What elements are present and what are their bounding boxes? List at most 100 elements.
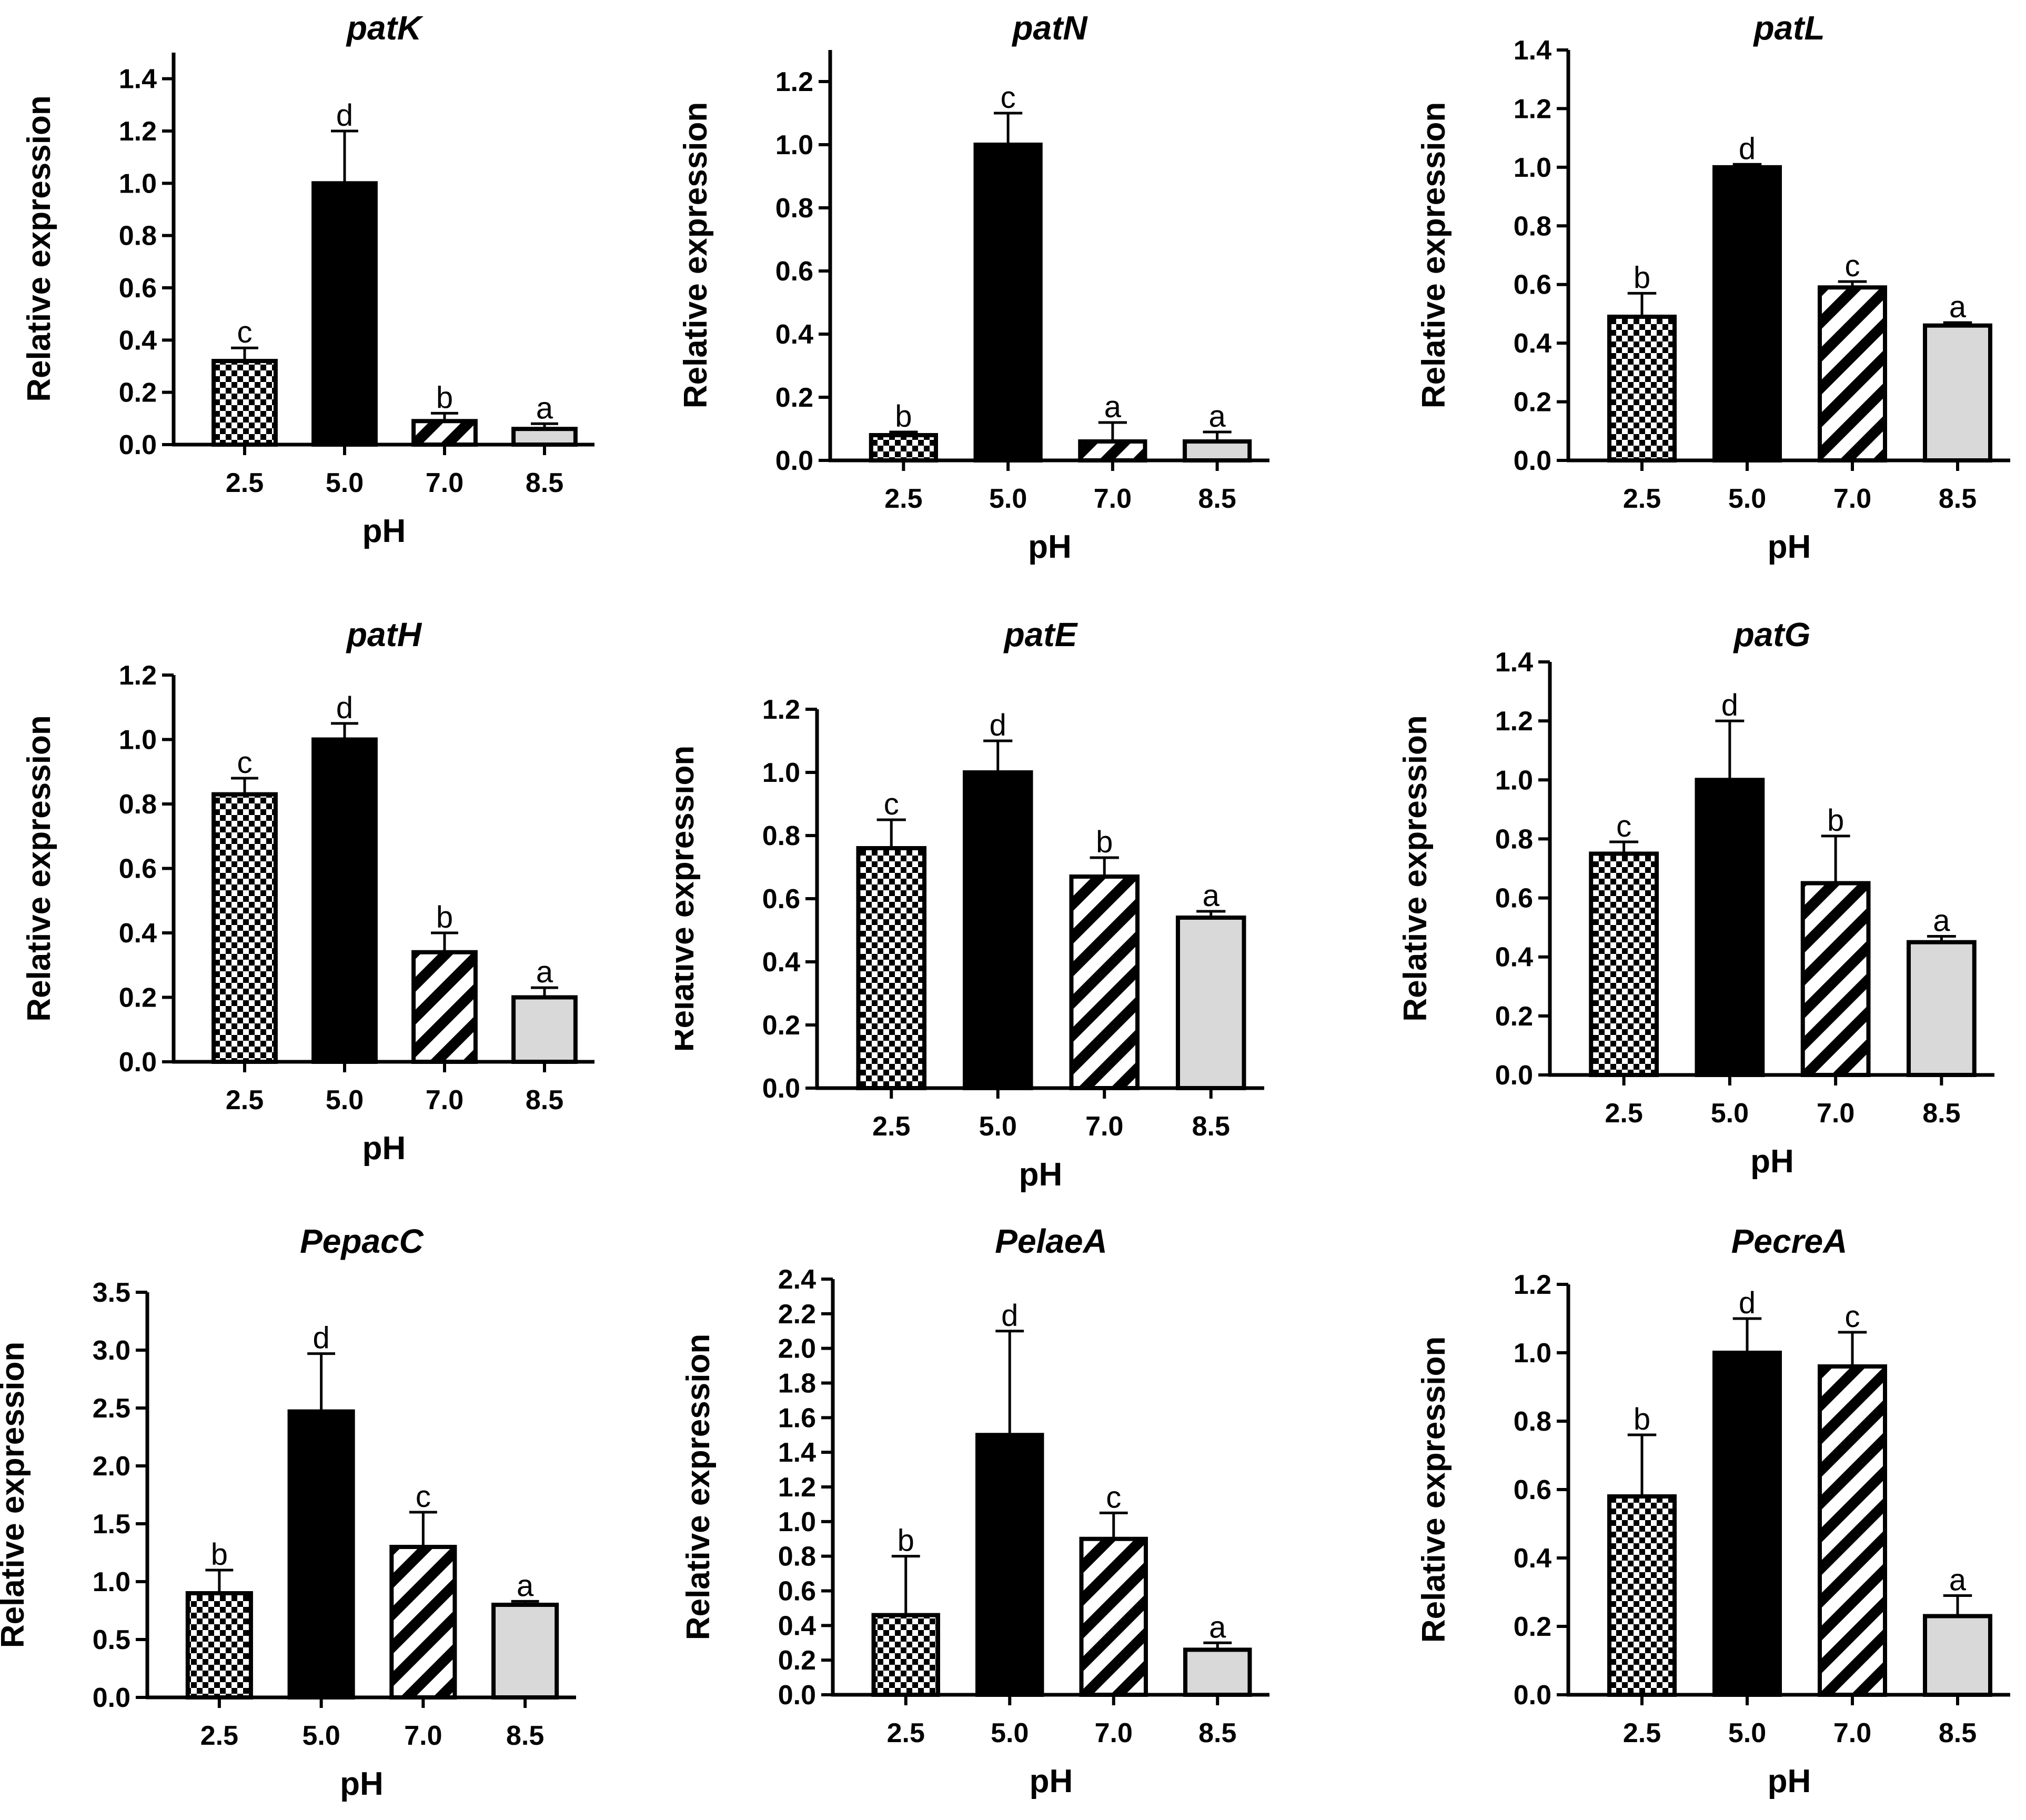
y-axis-label: Relative expression bbox=[678, 102, 714, 408]
y-tick-label: 0.2 bbox=[1514, 387, 1551, 418]
significance-letter: d bbox=[1001, 1299, 1018, 1333]
chart-patH: patH 0.0 0.2 0.4 0.6 0.8 1.0 1.2 Relative expres… bbox=[21, 616, 594, 1167]
y-tick-label: 0.2 bbox=[1495, 1001, 1533, 1032]
x-tick-label: 5.0 bbox=[302, 1721, 340, 1751]
y-tick-label: 0.8 bbox=[119, 221, 157, 252]
bar-patL-ph-8.5 bbox=[1923, 323, 1992, 462]
x-axis-label: pH bbox=[1028, 529, 1072, 565]
bar-patL-ph-5.0 bbox=[1712, 165, 1782, 463]
y-tick-label: 0.0 bbox=[119, 430, 157, 460]
bar-patL-ph-2.5 bbox=[1607, 315, 1677, 462]
bar-patE-ph-7.0 bbox=[1069, 874, 1140, 1090]
chart-patL: patL 0.0 0.2 0.4 0.6 0.8 1.0 1.2 1.4 Relative exp… bbox=[1416, 9, 2010, 565]
y-tick-label: 0.2 bbox=[775, 383, 813, 413]
x-axis-label: pH bbox=[1768, 1763, 1811, 1799]
y-tick-label: 1.0 bbox=[775, 130, 813, 160]
y-tick-label: 0.0 bbox=[1514, 1680, 1551, 1711]
y-tick-label: 1.4 bbox=[1495, 647, 1533, 678]
bar-patN-ph-8.5 bbox=[1183, 439, 1252, 462]
bar-patK-ph-7.0 bbox=[411, 419, 478, 447]
chart-patG: patG 0.0 0.2 0.4 0.6 0.8 1.0 1.2 1.4 Relative exp… bbox=[1397, 616, 1994, 1180]
significance-letter: b bbox=[1827, 803, 1844, 838]
x-tick-label: 8.5 bbox=[1198, 484, 1236, 514]
y-tick-label: 0.8 bbox=[778, 1542, 816, 1572]
significance-letter: d bbox=[1739, 132, 1756, 166]
bar-patL-ph-7.0 bbox=[1818, 285, 1887, 462]
significance-letter: a bbox=[536, 955, 553, 989]
significance-letter: c bbox=[1106, 1480, 1121, 1514]
significance-letter: b bbox=[436, 900, 453, 934]
y-tick-label: 1.2 bbox=[1514, 1270, 1551, 1300]
significance-letter: c bbox=[1616, 809, 1631, 843]
significance-letter: b bbox=[1634, 260, 1650, 295]
y-tick-label: 0.2 bbox=[778, 1645, 816, 1676]
bar-patH-ph-5.0 bbox=[311, 737, 378, 1064]
significance-letter: c bbox=[1845, 1300, 1860, 1334]
y-tick-label: 0.8 bbox=[762, 821, 800, 851]
bar-PepacC-ph-5.0 bbox=[287, 1409, 355, 1700]
y-tick-label: 2.4 bbox=[778, 1264, 816, 1295]
x-tick-label: 7.0 bbox=[1094, 484, 1132, 514]
y-tick-label: 0.0 bbox=[1495, 1060, 1533, 1091]
y-tick-label: 0.4 bbox=[1495, 942, 1533, 973]
y-tick-label: 0.6 bbox=[775, 256, 813, 287]
y-tick-label: 0.2 bbox=[119, 378, 157, 408]
y-tick-label: 1.2 bbox=[1495, 706, 1533, 737]
y-tick-label: 1.8 bbox=[778, 1369, 816, 1399]
y-tick-label: 1.2 bbox=[762, 695, 800, 725]
y-tick-label: 1.0 bbox=[93, 1567, 130, 1597]
bar-PecreA-ph-7.0 bbox=[1818, 1364, 1887, 1697]
bar-PepacC-ph-7.0 bbox=[389, 1545, 457, 1700]
x-tick-label: 5.0 bbox=[1728, 484, 1766, 514]
bar-PecreA-ph-5.0 bbox=[1712, 1351, 1782, 1697]
significance-letter: d bbox=[1739, 1286, 1756, 1320]
y-tick-label: 0.8 bbox=[1514, 211, 1551, 242]
y-tick-label: 0.6 bbox=[119, 273, 157, 304]
bar-patH-ph-7.0 bbox=[411, 950, 478, 1064]
bar-patN-ph-2.5 bbox=[869, 433, 938, 462]
y-tick-label: 3.5 bbox=[93, 1278, 130, 1308]
y-tick-label: 1.4 bbox=[1514, 35, 1551, 66]
bar-patN-ph-5.0 bbox=[973, 143, 1043, 462]
y-tick-label: 2.0 bbox=[93, 1451, 130, 1482]
x-tick-label: 2.5 bbox=[1623, 1718, 1661, 1748]
y-tick-label: 0.4 bbox=[1514, 328, 1551, 359]
significance-letter: a bbox=[1933, 903, 1950, 938]
y-tick-label: 3.0 bbox=[93, 1335, 130, 1366]
y-tick-label: 0.6 bbox=[1495, 883, 1533, 914]
y-tick-label: 0.4 bbox=[775, 319, 813, 350]
significance-letter: a bbox=[1104, 390, 1122, 424]
x-axis-label: pH bbox=[340, 1766, 384, 1802]
x-tick-label: 8.5 bbox=[1922, 1098, 1960, 1129]
bar-patG-ph-7.0 bbox=[1800, 881, 1871, 1077]
bar-patK-ph-8.5 bbox=[511, 427, 578, 447]
x-tick-label: 7.0 bbox=[1085, 1111, 1123, 1142]
significance-letter: d bbox=[1721, 688, 1738, 722]
x-tick-label: 2.5 bbox=[200, 1721, 238, 1751]
significance-letter: a bbox=[1209, 1610, 1226, 1644]
significance-letter: a bbox=[517, 1568, 534, 1603]
bar-patG-ph-2.5 bbox=[1589, 851, 1659, 1077]
x-tick-label: 7.0 bbox=[1833, 484, 1871, 514]
significance-letter: c bbox=[1845, 249, 1860, 283]
bar-PecreA-ph-8.5 bbox=[1923, 1614, 1992, 1697]
y-tick-label: 0.8 bbox=[1514, 1406, 1551, 1437]
x-axis-label: pH bbox=[1750, 1143, 1794, 1180]
y-axis-label: Relative expression bbox=[1397, 715, 1434, 1021]
y-tick-label: 1.0 bbox=[1495, 765, 1533, 796]
significance-letter: a bbox=[536, 391, 553, 425]
significance-letter: b bbox=[898, 1524, 914, 1558]
y-tick-label: 0.6 bbox=[1514, 1475, 1551, 1505]
y-tick-label: 1.0 bbox=[119, 168, 157, 199]
significance-letter: b bbox=[436, 380, 453, 415]
x-axis-label: pH bbox=[1019, 1157, 1063, 1193]
y-tick-label: 0.8 bbox=[775, 193, 813, 224]
chart-patN: patN 0.0 0.2 0.4 0.6 0.8 1.0 1.2 Relative expres… bbox=[678, 9, 1269, 565]
bar-patN-ph-7.0 bbox=[1078, 439, 1147, 462]
significance-letter: a bbox=[1949, 290, 1967, 324]
y-tick-label: 0.2 bbox=[119, 983, 157, 1013]
bar-patG-ph-5.0 bbox=[1695, 778, 1765, 1077]
y-tick-label: 0.4 bbox=[119, 325, 157, 356]
y-tick-label: 1.2 bbox=[119, 116, 157, 147]
significance-letter: b bbox=[1096, 825, 1113, 859]
